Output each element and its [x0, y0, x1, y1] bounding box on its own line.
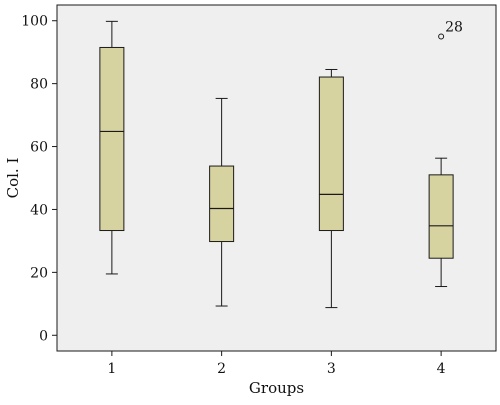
- box-group-1: [99, 20, 125, 275]
- x-axis: 1 2 3 4: [107, 351, 446, 377]
- box-iqr: [209, 165, 235, 243]
- outliers-group: 28: [438, 19, 463, 40]
- x-tick-label: 2: [217, 361, 226, 377]
- x-tick-label: 1: [107, 361, 116, 377]
- y-tick-label: 80: [30, 77, 48, 93]
- box-iqr: [99, 46, 125, 232]
- box-iqr: [318, 76, 344, 232]
- box-iqr: [428, 174, 454, 259]
- box-group-4: [428, 157, 454, 288]
- y-tick-label: 20: [30, 265, 48, 281]
- y-axis: 0 20 40 60 80 100: [21, 14, 57, 344]
- outlier-point: [438, 33, 445, 40]
- y-tick-label: 100: [21, 14, 48, 30]
- boxes-group: [99, 20, 454, 309]
- x-axis-label: Groups: [249, 379, 304, 397]
- x-tick-label: 3: [327, 361, 336, 377]
- y-tick-label: 0: [39, 328, 48, 344]
- x-tick-label: 4: [437, 361, 446, 377]
- box-group-2: [209, 97, 235, 307]
- y-axis-label: Col. I: [4, 158, 22, 199]
- outlier-label: 28: [445, 19, 463, 35]
- y-tick-label: 40: [30, 202, 48, 218]
- plot-area: [56, 4, 497, 352]
- y-tick-label: 60: [30, 140, 48, 156]
- box-group-3: [318, 68, 344, 309]
